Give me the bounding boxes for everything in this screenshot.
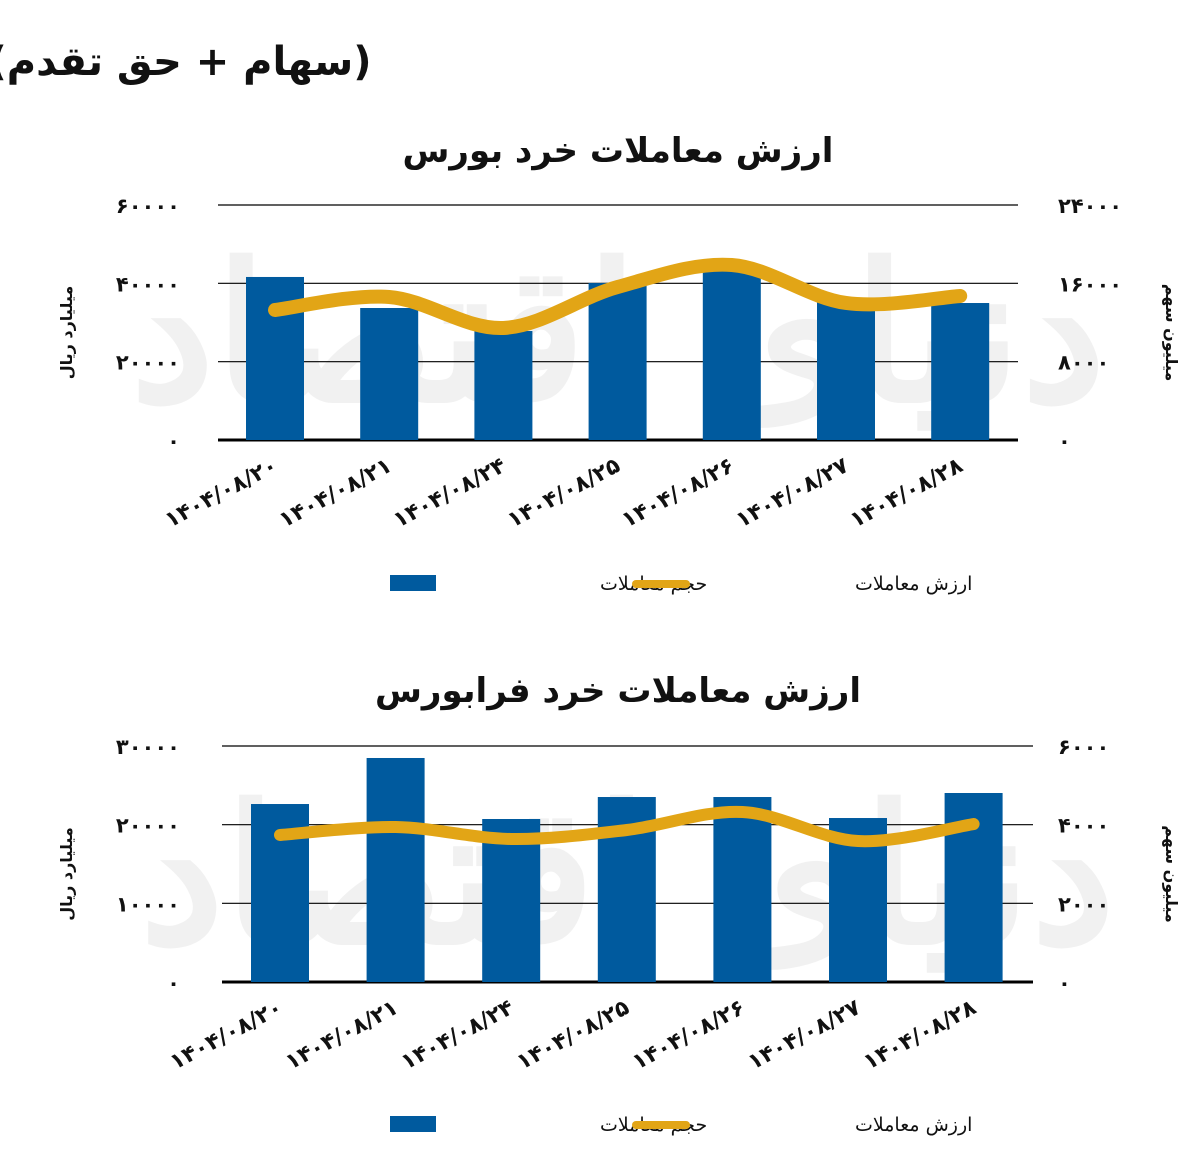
bar	[588, 283, 647, 440]
legend-bar-swatch	[390, 575, 436, 591]
x-tick-label: ۱۴۰۴/۰۸/۲۰	[166, 995, 287, 1075]
bar	[366, 757, 425, 982]
y-tick-right: ۱۶۰۰۰	[1058, 272, 1122, 296]
y-tick-left: ۴۰۰۰۰	[116, 272, 180, 296]
x-tick-label: ۱۴۰۴/۰۸/۲۵	[513, 995, 634, 1075]
x-tick-label: ۱۴۰۴/۰۸/۲۵	[504, 453, 625, 533]
header-subtitle: (سهام + حق تقدم)	[0, 39, 372, 85]
y-tick-right: ۸۰۰۰	[1058, 351, 1109, 375]
y-tick-left: ۰	[167, 971, 180, 995]
x-tick-label: ۱۴۰۴/۰۸/۲۶	[628, 995, 749, 1075]
y-tick-right: ۲۴۰۰۰	[1058, 194, 1122, 218]
y-axis-label-left: میلیارد ریال	[57, 286, 76, 380]
bar	[817, 302, 875, 440]
y-axis-label-right: میلیون سهم	[1162, 825, 1181, 923]
chart-bourse: دنیای اقتصادارزش معاملات خرد بورس۰۰۲۰۰۰۰…	[57, 131, 1181, 595]
y-tick-left: ۱۰۰۰۰	[116, 892, 180, 916]
bar	[702, 270, 761, 440]
y-tick-right: ۰	[1058, 429, 1071, 453]
x-tick-label: ۱۴۰۴/۰۸/۲۴	[397, 995, 518, 1075]
y-tick-left: ۶۰۰۰۰	[116, 194, 180, 218]
y-axis-label-right: میلیون سهم	[1162, 284, 1181, 382]
chart-title: ارزش معاملات خرد بورس	[403, 131, 834, 171]
bar	[360, 308, 419, 440]
x-tick-label: ۱۴۰۴/۰۸/۲۱	[275, 453, 396, 533]
y-tick-right: ۶۰۰۰	[1058, 735, 1109, 759]
y-tick-right: ۰	[1058, 971, 1071, 995]
bar	[713, 797, 772, 982]
y-tick-right: ۲۰۰۰	[1058, 892, 1109, 916]
x-tick-label: ۱۴۰۴/۰۸/۲۷	[744, 995, 865, 1075]
x-tick-label: ۱۴۰۴/۰۸/۲۶	[618, 453, 739, 533]
bar	[931, 303, 990, 440]
chart-title: ارزش معاملات خرد فرابورس	[375, 671, 861, 711]
x-tick-label: ۱۴۰۴/۰۸/۲۸	[860, 995, 981, 1075]
y-tick-right: ۴۰۰۰	[1058, 814, 1109, 838]
y-tick-left: ۰	[167, 429, 180, 453]
x-tick-label: ۱۴۰۴/۰۸/۲۴	[389, 453, 510, 533]
x-tick-label: ۱۴۰۴/۰۸/۲۱	[282, 995, 403, 1075]
x-tick-label: ۱۴۰۴/۰۸/۲۷	[732, 453, 853, 533]
y-tick-left: ۲۰۰۰۰	[116, 814, 180, 838]
chart-farabourse: دنیای اقتصادارزش معاملات خرد فرابورس۰۰۱۰…	[57, 671, 1181, 1136]
legend-line-label: ارزش معاملات	[855, 1114, 972, 1136]
x-tick-label: ۱۴۰۴/۰۸/۲۰	[161, 453, 282, 533]
y-axis-label-left: میلیارد ریال	[57, 827, 76, 921]
bar	[482, 819, 541, 982]
legend-bar-swatch	[390, 1116, 436, 1132]
y-tick-left: ۳۰۰۰۰	[116, 735, 180, 759]
y-tick-left: ۲۰۰۰۰	[116, 351, 180, 375]
x-tick-label: ۱۴۰۴/۰۸/۲۸	[846, 453, 967, 533]
bar	[474, 331, 533, 440]
legend-line-label: ارزش معاملات	[855, 573, 972, 595]
